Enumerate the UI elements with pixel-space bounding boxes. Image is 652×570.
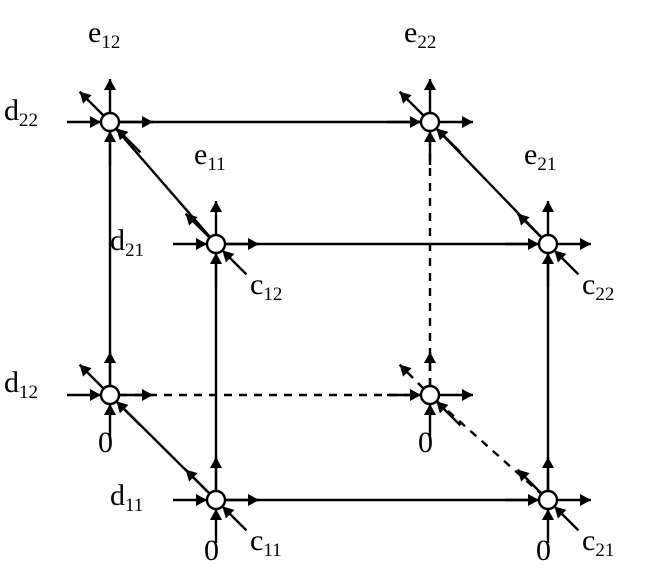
node-fbl [207, 491, 225, 509]
node-fbr [539, 491, 557, 509]
label-c22: c22 [582, 268, 614, 305]
label-d21: d21 [110, 224, 144, 261]
label-e22: e22 [404, 16, 436, 53]
node-btl [101, 113, 119, 131]
label-e11: e11 [194, 138, 226, 175]
labels: e12 e22 d22 e11 e21 d21 c12 c22 d12 0 0 d11 c11 0 c21 0 [4, 16, 614, 567]
label-d22: d22 [4, 94, 38, 131]
cube-edge [437, 401, 542, 494]
cube-diagram: e12 e22 d22 e11 e21 d21 c12 c22 d12 0 0 d11 c11 0 c21 0 [0, 0, 652, 570]
label-z_bbl: 0 [98, 426, 113, 459]
label-z_fbl: 0 [204, 534, 219, 567]
node-bbr [421, 386, 439, 404]
label-e12: e12 [88, 16, 120, 53]
node-bbl [101, 386, 119, 404]
node-ftr [539, 235, 557, 253]
label-z_fbr: 0 [536, 534, 551, 567]
label-d12: d12 [4, 366, 38, 403]
label-c11: c11 [250, 524, 282, 561]
cube-edges [110, 122, 548, 500]
node-btr [421, 113, 439, 131]
node-arrows [67, 79, 591, 543]
label-c21: c21 [582, 524, 614, 561]
node-ftl [207, 235, 225, 253]
label-c12: c12 [250, 268, 282, 305]
label-d11: d11 [110, 479, 143, 516]
label-e21: e21 [524, 138, 556, 175]
nodes [101, 113, 557, 509]
label-z_bbr: 0 [418, 426, 433, 459]
